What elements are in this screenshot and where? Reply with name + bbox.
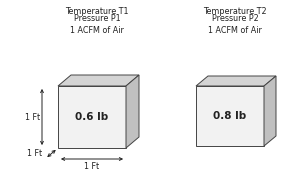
- Text: 1 Ft: 1 Ft: [27, 149, 42, 158]
- Text: 1 ACFM of Air: 1 ACFM of Air: [70, 26, 124, 35]
- Polygon shape: [126, 75, 139, 148]
- Polygon shape: [196, 86, 264, 146]
- Text: Temperature T2: Temperature T2: [203, 7, 267, 16]
- Text: Temperature T1: Temperature T1: [65, 7, 129, 16]
- Text: 1 Ft: 1 Ft: [25, 113, 40, 121]
- Text: 0.8 lb: 0.8 lb: [213, 111, 247, 121]
- Text: 0.6 lb: 0.6 lb: [75, 112, 109, 122]
- Polygon shape: [196, 76, 276, 86]
- Text: Pressure P1: Pressure P1: [74, 14, 120, 23]
- Text: Pressure P2: Pressure P2: [212, 14, 258, 23]
- Text: 1 Ft: 1 Ft: [84, 162, 100, 171]
- Polygon shape: [58, 75, 139, 86]
- Polygon shape: [264, 76, 276, 146]
- Text: 1 ACFM of Air: 1 ACFM of Air: [208, 26, 262, 35]
- Polygon shape: [58, 86, 126, 148]
